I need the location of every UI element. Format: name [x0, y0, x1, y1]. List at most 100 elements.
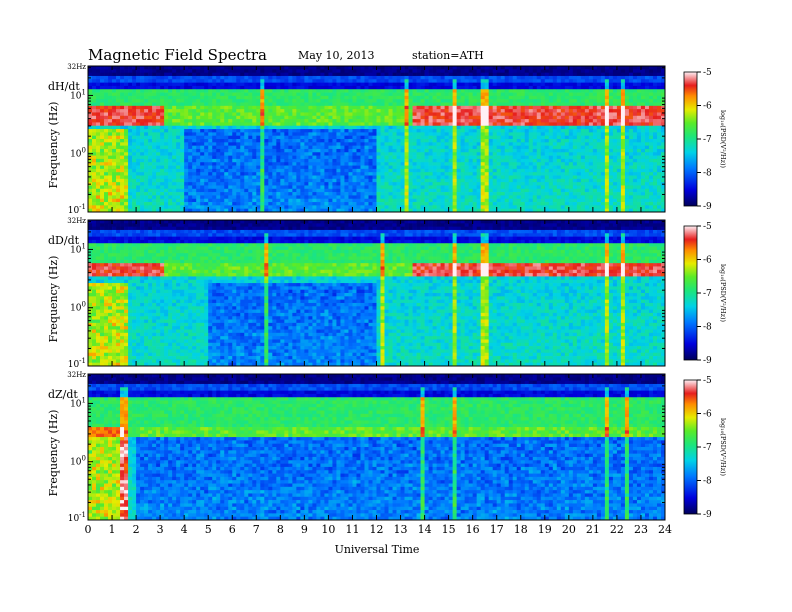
heatmap-cell — [456, 102, 461, 107]
heatmap-cell — [492, 185, 498, 190]
heatmap-cell — [184, 172, 189, 176]
heatmap-cell — [380, 115, 385, 120]
heatmap-cell — [508, 102, 514, 107]
heatmap-cell — [484, 168, 490, 173]
heatmap-cell — [428, 139, 433, 143]
heatmap-cell — [484, 175, 490, 180]
heatmap-cell — [212, 115, 217, 120]
heatmap-cell — [492, 165, 498, 170]
heatmap-cell — [424, 119, 429, 123]
heatmap-cell — [308, 66, 313, 70]
heatmap-cell — [452, 72, 457, 77]
heatmap-cell — [284, 102, 289, 107]
heatmap-cell — [108, 155, 113, 160]
heatmap-cell — [320, 92, 325, 97]
heatmap-cell — [280, 75, 285, 80]
heatmap-cell — [484, 69, 490, 73]
heatmap-cell — [204, 208, 209, 213]
heatmap-cell — [412, 112, 417, 117]
heatmap-cell — [360, 119, 365, 123]
heatmap-cell — [216, 145, 221, 150]
heatmap-cell — [152, 145, 157, 150]
heatmap-cell — [396, 125, 401, 130]
heatmap-cell — [408, 66, 413, 70]
heatmap-cell — [444, 152, 449, 156]
heatmap-cell — [112, 165, 117, 170]
heatmap-cell — [348, 105, 353, 110]
heatmap-cell — [208, 125, 213, 130]
heatmap-cell — [328, 69, 333, 73]
heatmap-cell — [216, 75, 221, 80]
heatmap-cell — [264, 182, 269, 186]
heatmap-cell — [356, 122, 361, 127]
heatmap-cell — [528, 175, 534, 180]
heatmap-cell — [536, 185, 542, 190]
heatmap-cell — [392, 139, 397, 143]
heatmap-cell — [288, 168, 293, 173]
heatmap-cell — [108, 112, 113, 117]
heatmap-cell — [232, 125, 237, 130]
heatmap-cell — [204, 202, 209, 206]
heatmap-cell — [160, 202, 165, 206]
heatmap-cell — [148, 178, 153, 183]
heatmap-cell — [488, 89, 494, 93]
heatmap-cell — [248, 132, 253, 137]
heatmap-cell — [172, 162, 177, 166]
heatmap-cell — [348, 69, 353, 73]
heatmap-cell — [212, 162, 217, 166]
heatmap-cell — [540, 89, 546, 93]
heatmap-cell — [96, 112, 101, 117]
heatmap-cell — [112, 188, 117, 193]
heatmap-cell — [192, 205, 197, 210]
heatmap-cell — [492, 75, 498, 80]
heatmap-cell — [440, 168, 445, 173]
heatmap-cell — [112, 75, 117, 80]
heatmap-cell — [260, 115, 265, 120]
heatmap-cell — [168, 135, 173, 140]
heatmap-cell — [520, 129, 526, 133]
heatmap-cell — [468, 89, 474, 93]
heatmap-cell — [508, 95, 514, 100]
heatmap-cell — [296, 148, 301, 153]
heatmap-cell — [412, 115, 417, 120]
heatmap-cell — [448, 69, 453, 73]
heatmap-cell — [376, 198, 381, 203]
heatmap-cell — [132, 92, 137, 97]
heatmap-cell — [364, 85, 369, 90]
heatmap-cell — [392, 145, 397, 150]
heatmap-cell — [152, 122, 157, 127]
heatmap-cell — [232, 185, 237, 190]
heatmap-cell — [212, 168, 217, 173]
heatmap-cell — [156, 148, 161, 153]
heatmap-cell — [164, 105, 169, 110]
heatmap-cell — [120, 85, 125, 90]
heatmap-cell — [392, 202, 397, 206]
heatmap-cell — [228, 89, 233, 93]
heatmap-cell — [412, 185, 417, 190]
heatmap-cell — [176, 72, 181, 77]
heatmap-cell — [120, 172, 125, 176]
heatmap-cell — [164, 155, 169, 160]
heatmap-cell — [248, 198, 253, 203]
heatmap-cell — [384, 122, 389, 127]
heatmap-cell — [480, 139, 486, 143]
heatmap-cell — [524, 198, 530, 203]
heatmap-cell — [92, 158, 97, 163]
heatmap-cell — [104, 188, 109, 193]
heatmap-cell — [292, 185, 297, 190]
heatmap-cell — [212, 175, 217, 180]
heatmap-cell — [216, 172, 221, 176]
heatmap-cell — [252, 175, 257, 180]
heatmap-cell — [112, 155, 117, 160]
heatmap-cell — [332, 122, 337, 127]
heatmap-cell — [340, 148, 345, 153]
heatmap-cell — [216, 148, 221, 153]
heatmap-cell — [508, 142, 514, 146]
heatmap-cell — [420, 135, 425, 140]
heatmap-cell — [488, 188, 494, 193]
heatmap-cell — [248, 95, 253, 100]
heatmap-cell — [280, 125, 285, 130]
heatmap-cell — [216, 125, 221, 130]
heatmap-cell — [472, 79, 478, 83]
heatmap-cell — [520, 198, 526, 203]
